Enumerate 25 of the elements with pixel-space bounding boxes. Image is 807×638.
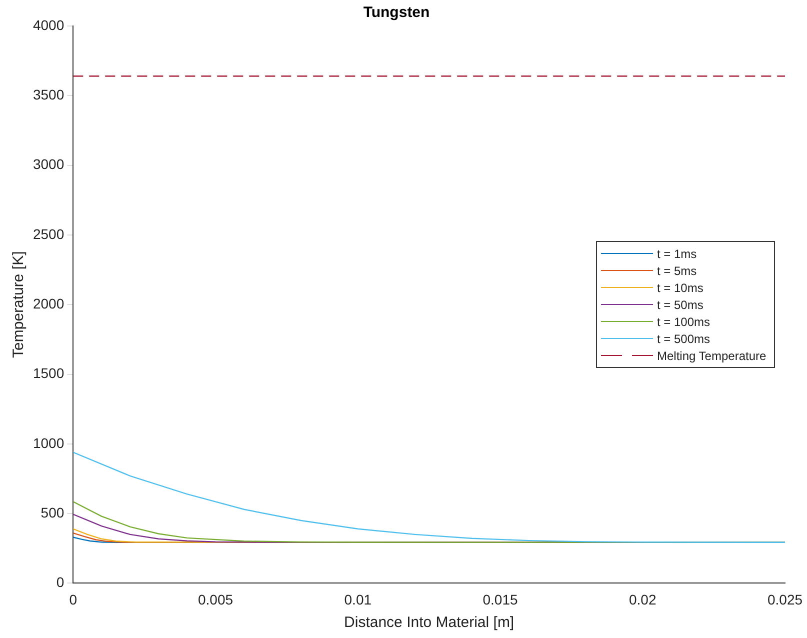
x-tick-label: 0.02 [629,591,656,608]
x-tick-label: 0 [69,591,78,608]
x-tick-label: 0.01 [344,591,372,608]
y-tick-label: 3500 [32,86,64,103]
x-axis-title: Distance Into Material [m] [344,614,514,632]
legend-label: t = 500ms [657,332,710,346]
y-tick-label: 0 [56,574,64,590]
x-tick-label: 0.005 [198,591,234,608]
legend-label: Melting Temperature [657,348,766,363]
y-axis-title: Temperature [K] [10,251,28,358]
chart-title: Tungsten [363,4,430,22]
y-tick-label: 500 [40,504,64,520]
legend-label: t = 100ms [657,314,710,329]
legend-label: t = 10ms [657,280,704,295]
legend-label: t = 5ms [657,264,697,278]
y-tick-label: 2000 [32,295,64,312]
x-tick-label: 0.015 [482,591,518,608]
legend-label: t = 1ms [657,246,697,261]
legend-label: t = 50ms [657,298,704,312]
y-tick-label: 1500 [32,365,64,382]
y-tick-label: 2500 [32,226,64,242]
x-tick-label: 0.025 [767,591,803,608]
y-tick-label: 4000 [32,16,64,33]
y-tick-label: 1000 [32,434,64,451]
y-tick-label: 3000 [32,156,64,172]
